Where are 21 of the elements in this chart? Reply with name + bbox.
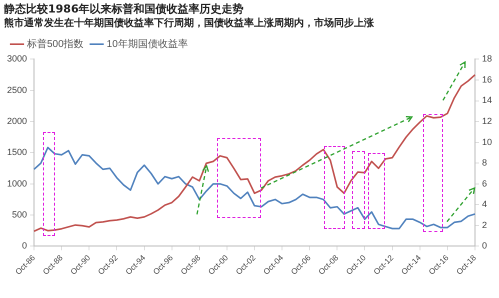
y2-tick-label: 0 <box>482 240 488 251</box>
y-tick-label: 0 <box>22 240 28 251</box>
y-tick-label: 2000 <box>6 116 28 126</box>
y2-tick-label: 14 <box>482 95 492 106</box>
y2-tick-label: 16 <box>482 74 492 84</box>
y-tick-label: 2500 <box>6 84 28 95</box>
y-tick-label: 1000 <box>6 178 28 188</box>
y2-tick-label: 2 <box>482 220 488 230</box>
y2-tick-label: 8 <box>482 158 488 168</box>
y2-tick-label: 6 <box>482 178 488 188</box>
y2-tick-label: 12 <box>482 116 492 126</box>
y-tick-label: 1500 <box>6 147 28 158</box>
legend-label: 10年期国债收益率 <box>106 38 188 50</box>
chart-title: 静态比较1986年以来标普和国债收益率历史走势 <box>3 2 244 16</box>
y2-tick-label: 4 <box>482 199 488 210</box>
y2-tick-label: 10 <box>482 136 492 147</box>
y-tick-label: 500 <box>12 210 28 220</box>
y-tick-label: 3000 <box>6 54 28 64</box>
y2-tick-label: 18 <box>482 54 492 64</box>
chart-subtitle: 熊市通常发生在十年期国债收益率下行周期，国债收益率上涨周期内，市场同步上涨 <box>4 16 375 29</box>
legend-label: 标普500指数 <box>26 38 84 50</box>
